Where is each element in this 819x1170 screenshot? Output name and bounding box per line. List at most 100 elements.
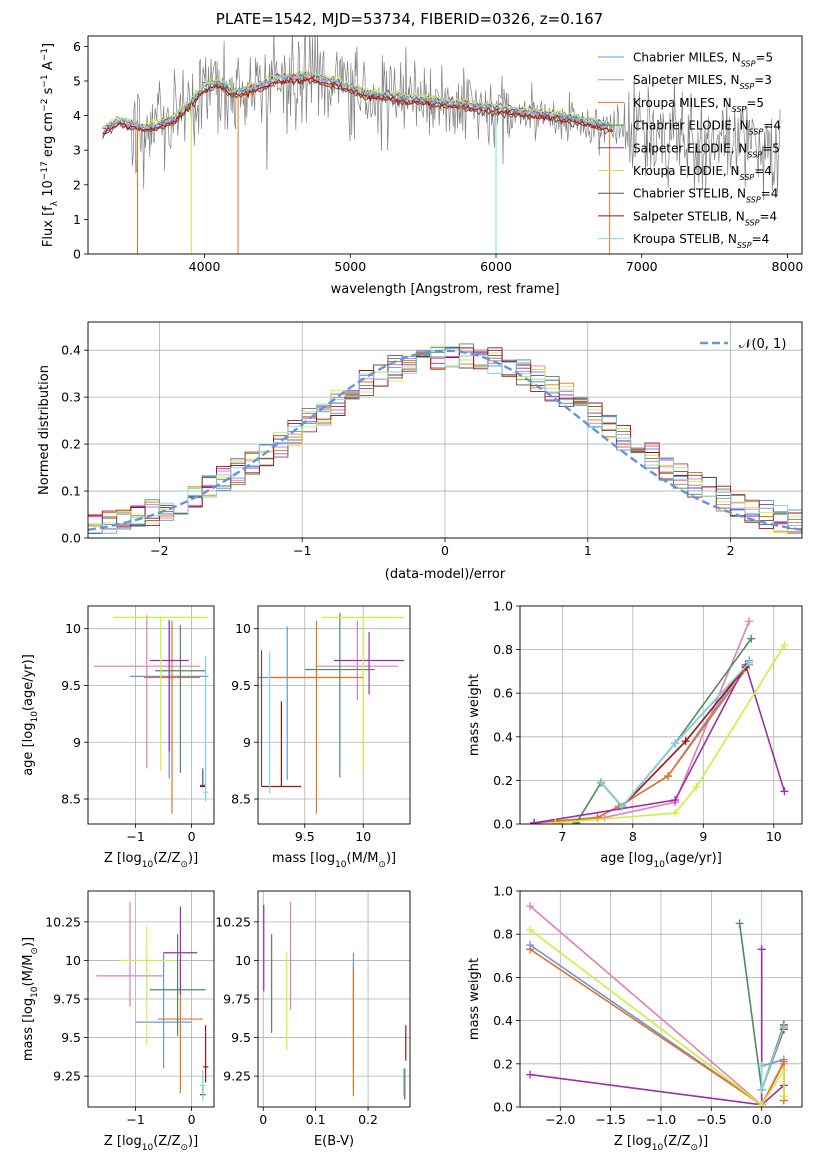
label-part: 10 (142, 860, 154, 870)
label-part: (Z/Z (663, 1134, 690, 1149)
x-tick-label: 10 (355, 829, 371, 844)
label-part: log (632, 1134, 652, 1149)
x-axis-label: Z [log10(Z/Z⊙)] (104, 851, 198, 870)
weight-marker (745, 617, 754, 626)
label-part: (M/M (347, 851, 379, 866)
legend-text: Salpeter ELODIE, N (633, 141, 747, 155)
y-axis-label: mass weight (467, 674, 482, 756)
legend-text: Chabrier STELIB, N (633, 187, 746, 201)
axes-residuals: −2 −1 0 1 2 0.0 0.1 0.2 0.3 0.4 (data-model)/error… (37, 321, 803, 582)
y-tick-label: 8.5 (61, 792, 81, 807)
x-tick-label: 0.2 (358, 1112, 378, 1127)
legend-value: =4 (761, 187, 779, 201)
axes-frame (519, 890, 803, 1108)
label-part: (Z/Z (153, 851, 180, 866)
x-tick-label: 0.0 (752, 1112, 772, 1127)
y-tick-label: 10.25 (45, 914, 81, 929)
legend-text: Chabrier MILES, N (633, 51, 741, 65)
weight-marker (747, 634, 756, 643)
legend-label: 𝒩(0, 1) (739, 337, 786, 352)
y-tick-label: 0.0 (61, 531, 81, 546)
weight-marker (779, 1092, 788, 1101)
legend-label: Chabrier STELIB, NSSP=4 (633, 187, 778, 205)
y-tick-label: 0.2 (493, 773, 513, 788)
label-part: ⊙ (180, 1143, 188, 1153)
label-part: Z [ (104, 1134, 122, 1149)
x-tick-label: −0.5 (696, 1112, 726, 1127)
weight-marker (745, 658, 754, 667)
weight-marker (600, 813, 609, 822)
label-part: 10 (41, 180, 56, 201)
y-tick-label: 10 (65, 621, 81, 636)
label-part: 10 (30, 711, 40, 723)
y-axis-label: age [log10(age/yr)] (21, 654, 40, 776)
label-part: 10 (30, 986, 40, 998)
label-part: mass [ (272, 851, 315, 866)
weight-marker (572, 818, 581, 824)
x-tick-label: −1 (293, 543, 311, 558)
label-part: age [ (21, 742, 36, 775)
plot-area-residuals (88, 343, 802, 534)
weight-marker (735, 919, 744, 928)
y-tick-label: 9.75 (53, 992, 81, 1007)
label-part: log (315, 851, 335, 866)
legend-value: =4 (763, 119, 781, 133)
x-tick-label: 8 (629, 829, 637, 844)
weight-marker (780, 641, 789, 650)
x-tick-label: −1 (126, 829, 144, 844)
y-tick-label: 9.75 (223, 992, 251, 1007)
legend-text: Kroupa ELODIE, N (633, 164, 740, 178)
weight-marker (526, 902, 535, 911)
y-tick-label: 0.4 (493, 1013, 513, 1028)
y-tick-label: 0.2 (493, 1056, 513, 1071)
weight-series-line (529, 929, 785, 1106)
legend-text: Salpeter MILES, N (633, 73, 740, 87)
y-tick-label: 0.4 (61, 343, 81, 358)
x-axis-label: (data-model)/error (385, 567, 506, 582)
legend-label: Salpeter STELIB, NSSP=4 (633, 209, 777, 227)
legend-sub: SSP (746, 195, 761, 204)
label-part: )] (188, 1134, 198, 1149)
legend-residuals: 𝒩(0, 1) (700, 337, 786, 352)
axes-mass-vs-EBV: 0 0.1 0.2 9.25 9.5 9.75 10 10.25 E(B-V) (215, 890, 411, 1149)
label-part: 10 (653, 860, 665, 870)
y-tick-label: 9.5 (61, 1030, 81, 1045)
weight-marker (526, 1070, 535, 1079)
label-part: Z [ (104, 851, 122, 866)
y-tick-label: 0 (73, 247, 81, 262)
label-part: ] (41, 43, 56, 48)
x-tick-label: 1 (584, 543, 592, 558)
weight-marker (664, 772, 673, 781)
label-part: −1 (40, 74, 50, 87)
x-tick-label: 9 (699, 829, 707, 844)
spectrum-model-line (102, 76, 613, 135)
legend-sub: SSP (740, 173, 755, 182)
legend-value: =5 (762, 141, 780, 155)
y-tick-label: 0.6 (493, 970, 513, 985)
x-tick-label: −2 (150, 543, 168, 558)
y-tick-label: 0.3 (61, 390, 81, 405)
legend-text: Kroupa MILES, N (633, 96, 732, 110)
y-tick-label: 8.5 (231, 792, 251, 807)
weight-marker (671, 796, 680, 805)
x-tick-label: 0 (259, 1112, 267, 1127)
plot-area-spectrum (102, 36, 781, 254)
legend-text: Salpeter STELIB, N (633, 209, 745, 223)
weight-marker (681, 737, 690, 746)
weight-marker (757, 945, 766, 954)
weight-marker (779, 1023, 788, 1032)
label-part: 10 (652, 1143, 664, 1153)
legend-label: Salpeter ELODIE, NSSP=5 (633, 141, 780, 159)
x-tick-label: −1 (126, 1112, 144, 1127)
legend-value: =4 (752, 232, 770, 246)
weight-marker (618, 802, 627, 811)
weight-marker (757, 1061, 766, 1070)
axes-spectrum: 4000 5000 6000 7000 8000 0 1 2 3 4 5 6 wavelength [A… (40, 35, 803, 297)
weight-series-line (533, 662, 786, 824)
y-axis-label: mass weight (467, 958, 482, 1040)
weight-marker (530, 818, 539, 824)
weight-series-line (760, 1026, 785, 1090)
residual-histogram (88, 350, 802, 534)
label-part: ⊙ (378, 860, 386, 870)
y-tick-label: 0.2 (61, 437, 81, 452)
